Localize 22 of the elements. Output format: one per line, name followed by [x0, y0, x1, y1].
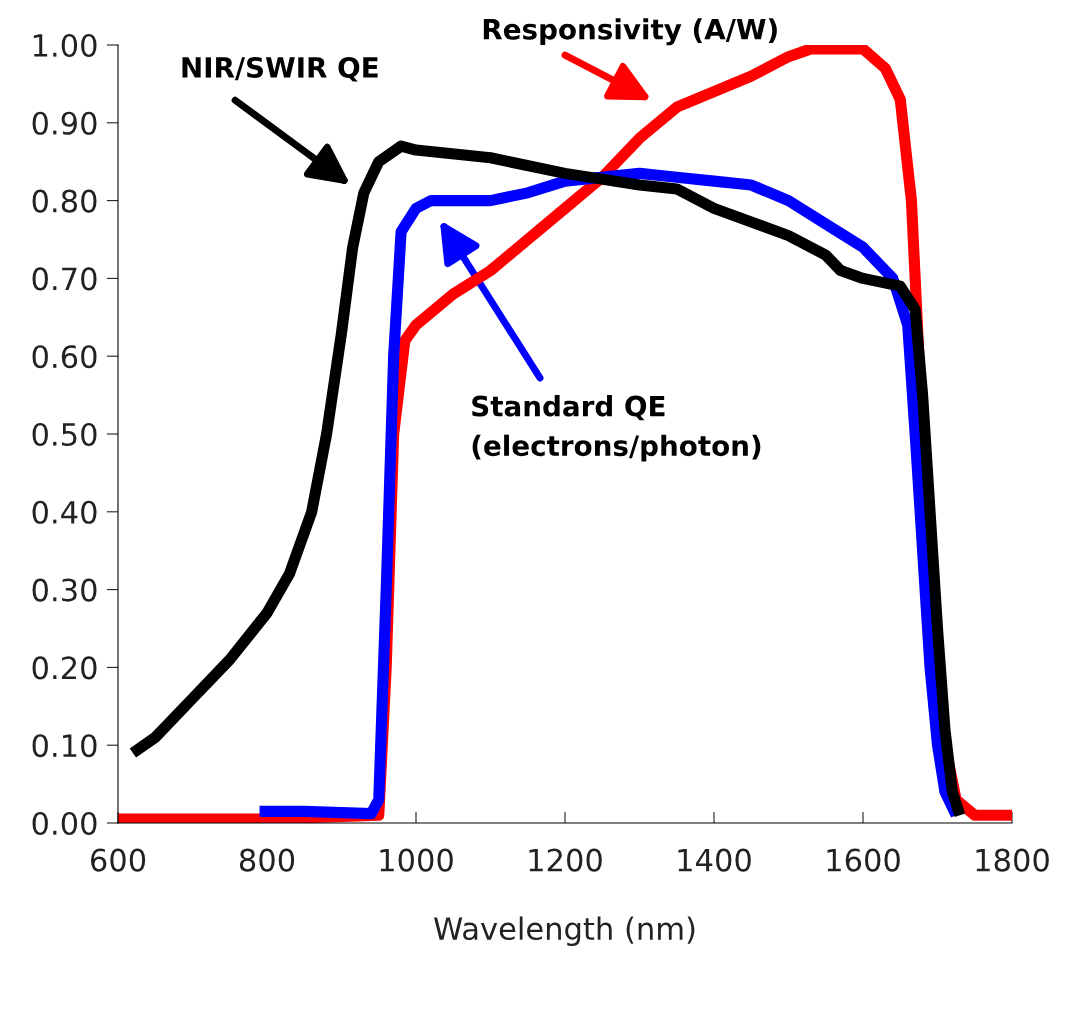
x-tick-label: 1400 [678, 848, 751, 872]
y-tick-label: 0.50 [32, 422, 97, 447]
y-tick-label: 0.80 [32, 189, 97, 213]
x-tick-label: 1000 [380, 848, 453, 872]
x-axis-title: Wavelength (nm) [434, 916, 695, 947]
y-tick-label: 0.90 [32, 111, 97, 135]
y-tick-label: 0.30 [32, 578, 97, 602]
x-tick-label: 1800 [976, 848, 1049, 872]
y-tick-label: 1.00 [33, 33, 97, 58]
annotation: Standard QE (electrons/photon) [472, 395, 761, 462]
annotation: NIR/SWIR QE [182, 56, 378, 82]
y-tick-label: 0.20 [32, 656, 97, 680]
y-tick-label: 0.10 [32, 734, 97, 758]
annotation: Responsivity (A/W) [483, 18, 777, 46]
y-tick-label: 0.40 [32, 500, 97, 524]
x-tick-label: 600 [90, 848, 146, 872]
y-tick-label: 0.60 [32, 345, 97, 369]
x-tick-label: 800 [239, 848, 295, 872]
x-tick-label: 1200 [529, 848, 602, 872]
y-tick-label: 0.70 [32, 267, 97, 291]
x-tick-label: 1600 [827, 848, 900, 872]
y-tick-label: 0.00 [32, 811, 97, 836]
